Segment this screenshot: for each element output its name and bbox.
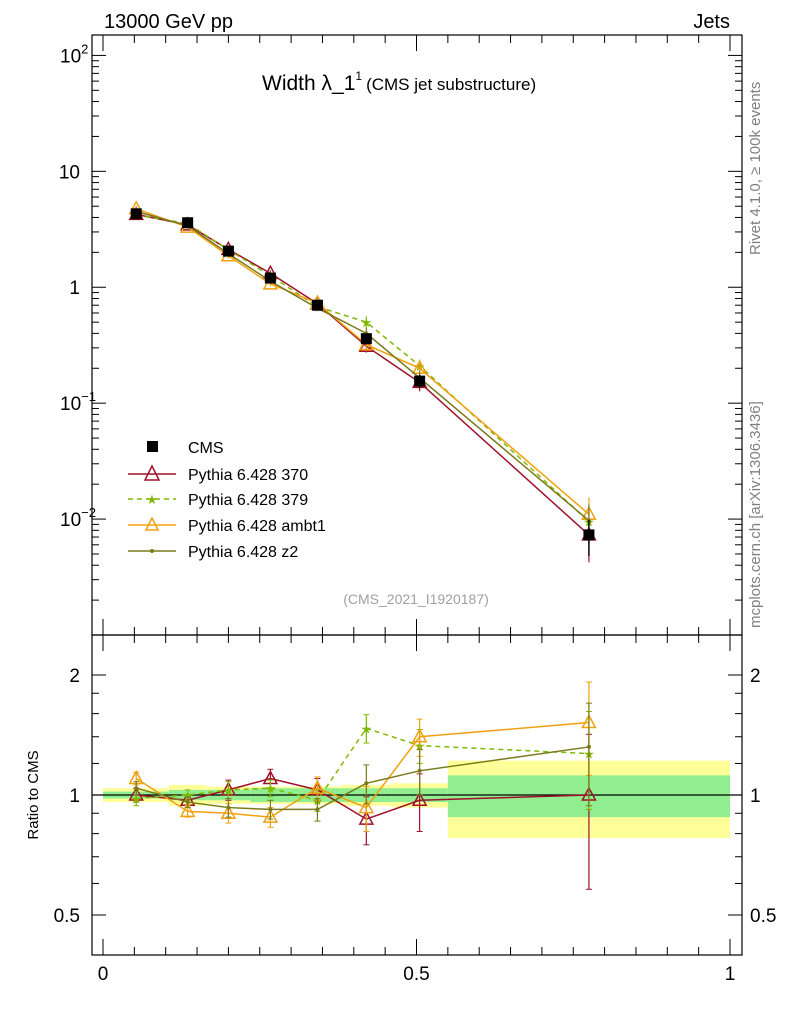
- ratio-point-3: [134, 786, 139, 791]
- series-line-0: [136, 213, 590, 536]
- legend-label-370: Pythia 6.428 370: [188, 467, 308, 484]
- ratio-point-2: [309, 779, 326, 794]
- ratio-point-1: ★: [182, 788, 194, 803]
- y-tick-label: 10−2: [60, 505, 96, 531]
- x-tick-label: 1: [725, 964, 736, 985]
- ratio-point-2: [262, 808, 279, 823]
- rivet-label: Rivet 4.1.0, ≥ 100k events: [747, 82, 764, 255]
- ratio-point-2: [358, 798, 375, 814]
- series-line-3: [136, 210, 590, 522]
- ratio-point-2: [179, 802, 196, 818]
- legend-marker-379: ★: [146, 492, 158, 507]
- legend-label-ambt1: Pythia 6.428 ambt1: [188, 518, 326, 535]
- ratio-point-3: [185, 800, 190, 805]
- watermark: (CMS_2021_I1920187): [343, 591, 489, 607]
- series-point-1: ★: [361, 315, 373, 330]
- ratio-point-3: [364, 781, 369, 786]
- data-point: [222, 245, 234, 257]
- data-point: [311, 299, 323, 311]
- chart-title-suffix: (CMS jet substructure): [366, 75, 536, 94]
- ratio-point-3: [417, 768, 422, 773]
- y-tick-label: 102: [60, 41, 88, 67]
- legend-marker-z2: [150, 549, 154, 553]
- y-tick-label: 10−1: [60, 389, 96, 415]
- legend-label-z2: Pythia 6.428 z2: [188, 544, 298, 561]
- ratio-y-tick-label-right: 0.5: [750, 906, 776, 927]
- mcplots-label: mcplots.cern.ch [arXiv:1306.3436]: [747, 401, 764, 628]
- ratio-y-tick-label: 1: [69, 786, 80, 807]
- series-line-1: [136, 214, 590, 523]
- x-tick-label: 0: [98, 964, 109, 985]
- chart-title: Width λ_11 (CMS jet substructure): [262, 69, 536, 95]
- ratio-line-3: [136, 746, 590, 811]
- ratio-line-2: [135, 721, 589, 818]
- ratio-point-1: ★: [130, 791, 142, 806]
- data-point: [360, 333, 372, 345]
- data-point: [583, 529, 595, 541]
- ratio-ylabel: Ratio to CMS: [25, 750, 42, 839]
- ratio-line-1: [136, 727, 589, 802]
- legend-marker-cms: [147, 441, 158, 452]
- ratio-point-0: [411, 791, 428, 807]
- ratio-series: ★★★★★★★★: [128, 681, 597, 890]
- chart-title-main: Width λ_1: [262, 72, 355, 95]
- ratio-point-1: ★: [223, 783, 235, 798]
- legend-marker-ambt1: [144, 516, 160, 531]
- header-jets: Jets: [693, 11, 730, 33]
- ratio-point-2: [411, 728, 428, 743]
- ratio-point-1: ★: [265, 781, 277, 796]
- ratio-y-tick-label: 0.5: [54, 906, 80, 927]
- ratio-y-tick-label-right: 1: [750, 786, 761, 807]
- data-point: [182, 217, 194, 229]
- ratio-point-3: [315, 807, 320, 812]
- y-tick-label: 10: [59, 162, 80, 183]
- legend-marker-370: [143, 464, 161, 481]
- legend-label-cms: CMS: [188, 440, 224, 457]
- main-series: ★★★★★★★★: [128, 200, 597, 563]
- ratio-y-tick-label: 2: [69, 666, 80, 687]
- data-point: [130, 208, 142, 220]
- ratio-point-2: [220, 804, 237, 819]
- series-point-0: [358, 337, 375, 352]
- data-point: [414, 375, 426, 387]
- legend: CMS Pythia 6.428 370 ★ Pythia 6.428 379 …: [128, 440, 326, 561]
- header-energy: 13000 GeV pp: [104, 11, 233, 33]
- data-point: [264, 272, 276, 284]
- ratio-y-tick-label-right: 2: [750, 666, 761, 687]
- ratio-point-3: [586, 744, 591, 749]
- legend-label-379: Pythia 6.428 379: [188, 492, 308, 509]
- y-tick-label: 1: [69, 278, 80, 299]
- ratio-point-1: ★: [361, 721, 373, 736]
- chart-title-superscript: 1: [355, 69, 362, 83]
- x-tick-label: 0.5: [403, 964, 429, 985]
- ratio-line-0: [136, 777, 589, 820]
- ratio-point-3: [268, 807, 273, 812]
- ratio-point-3: [226, 805, 231, 810]
